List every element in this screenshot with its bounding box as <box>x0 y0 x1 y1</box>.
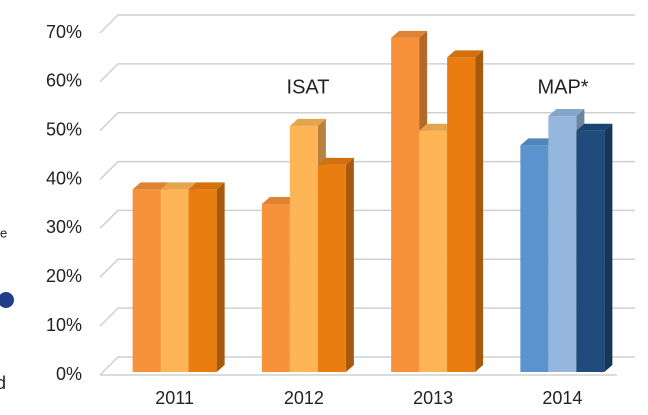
x-tick-label: 2012 <box>284 388 324 408</box>
bar <box>520 145 549 372</box>
bar-top <box>391 30 428 38</box>
bar-top <box>419 123 456 131</box>
bar <box>548 116 577 372</box>
bar <box>132 189 161 372</box>
bar <box>261 204 290 372</box>
bar-top <box>188 182 225 190</box>
annotation: ISAT <box>287 76 330 98</box>
bar-top <box>520 138 557 146</box>
bar-side <box>345 157 354 372</box>
bar <box>447 57 476 373</box>
y-tick-label: 20% <box>46 266 82 286</box>
bar <box>419 130 448 372</box>
bullet-dot <box>0 292 14 308</box>
bar-side <box>216 182 225 372</box>
bar-side <box>475 50 484 373</box>
bar-top <box>447 50 484 58</box>
x-tick-label: 2013 <box>413 388 453 408</box>
bar-top <box>132 182 169 190</box>
annotation: MAP* <box>537 76 588 98</box>
x-tick-label: 2014 <box>542 388 582 408</box>
fragment-text: e <box>0 225 7 240</box>
grid-line <box>99 14 635 34</box>
plot: 0% 10% 20% 30% 40% 50% 60% 70% 2011 2012 2013 2014 <box>46 14 635 408</box>
y-tick-label: 60% <box>46 71 82 91</box>
x-tick-label: 2011 <box>155 388 194 408</box>
fragment-text: d <box>0 373 6 393</box>
bar-top <box>160 182 197 190</box>
y-tick-label: 50% <box>46 119 82 139</box>
bar <box>576 130 605 372</box>
bar-top <box>548 109 585 117</box>
bar <box>391 37 420 373</box>
y-tick-label: 0% <box>56 364 82 384</box>
bar <box>289 125 318 372</box>
bar-top <box>261 197 298 204</box>
bar-top <box>289 118 326 126</box>
bar-top <box>576 123 613 131</box>
y-tick-label: 30% <box>46 217 82 237</box>
y-tick-label: 10% <box>46 315 82 335</box>
bar-top <box>317 157 354 165</box>
bar <box>317 164 346 372</box>
bar-side <box>604 123 613 372</box>
y-tick-label: 70% <box>46 22 82 42</box>
bar <box>188 189 217 372</box>
y-tick-label: 40% <box>46 168 82 188</box>
bar <box>160 189 189 372</box>
